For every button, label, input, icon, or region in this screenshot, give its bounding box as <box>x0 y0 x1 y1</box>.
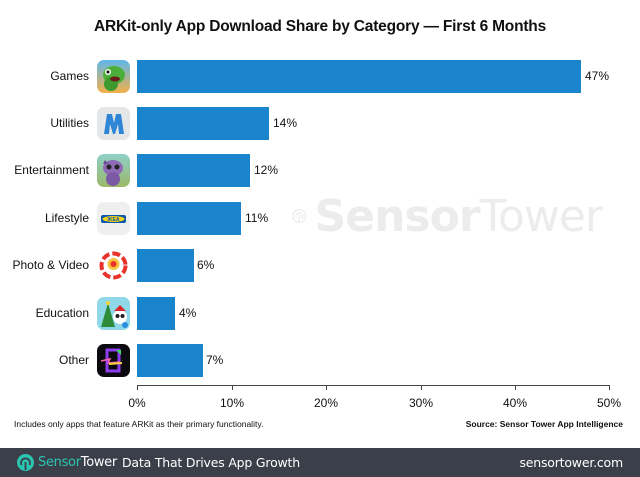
value-label: 14% <box>273 116 298 130</box>
bar-row-games: Games 47% <box>0 60 640 93</box>
bar-education <box>137 297 175 330</box>
svg-text:IKEA: IKEA <box>108 217 120 223</box>
bar-row-education: Education 4% <box>0 297 640 330</box>
bar-row-entertainment: Entertainment 12% <box>0 154 640 187</box>
footer-brand: SensorTower <box>38 455 117 470</box>
footer-tagline: Data That Drives App Growth <box>122 455 300 470</box>
red-yellow-ring-icon <box>97 249 130 282</box>
bar-row-other: Other 7% <box>0 344 640 377</box>
sensortower-watermark: SensorTower <box>292 180 603 252</box>
value-label: 47% <box>585 69 610 83</box>
bar-photo-video <box>137 249 194 282</box>
value-label: 12% <box>254 163 279 177</box>
black-purple-frame-icon <box>97 344 130 377</box>
value-label: 11% <box>245 211 269 225</box>
bar-row-utilities: Utilities 14% <box>0 107 640 140</box>
x-tick-label: 50% <box>596 396 622 410</box>
green-dinosaur-game-icon <box>97 60 130 93</box>
source-note: Source: Sensor Tower App Intelligence <box>465 419 623 429</box>
category-label: Games <box>50 69 89 83</box>
bar-row-photo-video: Photo & Video 6% <box>0 249 640 282</box>
category-label: Lifestyle <box>44 211 89 225</box>
x-tick <box>609 385 610 390</box>
x-tick-label: 0% <box>128 396 146 410</box>
bar-lifestyle <box>137 202 241 235</box>
blue-m-measure-icon <box>97 107 130 140</box>
x-tick <box>326 385 327 390</box>
category-label: Utilities <box>50 116 89 130</box>
x-tick-label: 40% <box>502 396 528 410</box>
x-tick <box>421 385 422 390</box>
category-label: Photo & Video <box>12 258 89 272</box>
footer-site-link[interactable]: sensortower.com <box>519 455 623 470</box>
chart-title: ARKit-only App Download Share by Categor… <box>94 18 546 35</box>
bar-row-lifestyle: Lifestyle IKEA 11% <box>0 202 640 235</box>
x-tick <box>232 385 233 390</box>
category-label: Education <box>35 306 89 320</box>
ikea-logo-icon: IKEA <box>97 202 130 235</box>
watermark-text: SensorTower <box>314 190 603 242</box>
footnote: Includes only apps that feature ARKit as… <box>14 419 264 429</box>
x-tick <box>137 385 138 390</box>
bar-utilities <box>137 107 269 140</box>
x-tick-label: 30% <box>408 396 434 410</box>
value-label: 7% <box>206 353 224 367</box>
purple-creature-icon <box>97 154 130 187</box>
sensortower-logo-icon <box>17 454 34 471</box>
category-label: Other <box>58 353 89 367</box>
footer-logo[interactable]: SensorTower <box>17 454 117 471</box>
footer-bar: SensorTower Data That Drives App Growth … <box>0 448 640 477</box>
bar-other <box>137 344 203 377</box>
x-tick-label: 20% <box>313 396 339 410</box>
x-tick-label: 10% <box>219 396 245 410</box>
value-label: 4% <box>179 306 197 320</box>
bar-games <box>137 60 581 93</box>
panda-christmas-icon <box>97 297 130 330</box>
value-label: 6% <box>197 258 215 272</box>
bar-entertainment <box>137 154 250 187</box>
x-axis-line <box>137 385 610 386</box>
sensortower-logo-icon <box>292 208 307 224</box>
x-tick <box>515 385 516 390</box>
category-label: Entertainment <box>14 163 89 177</box>
